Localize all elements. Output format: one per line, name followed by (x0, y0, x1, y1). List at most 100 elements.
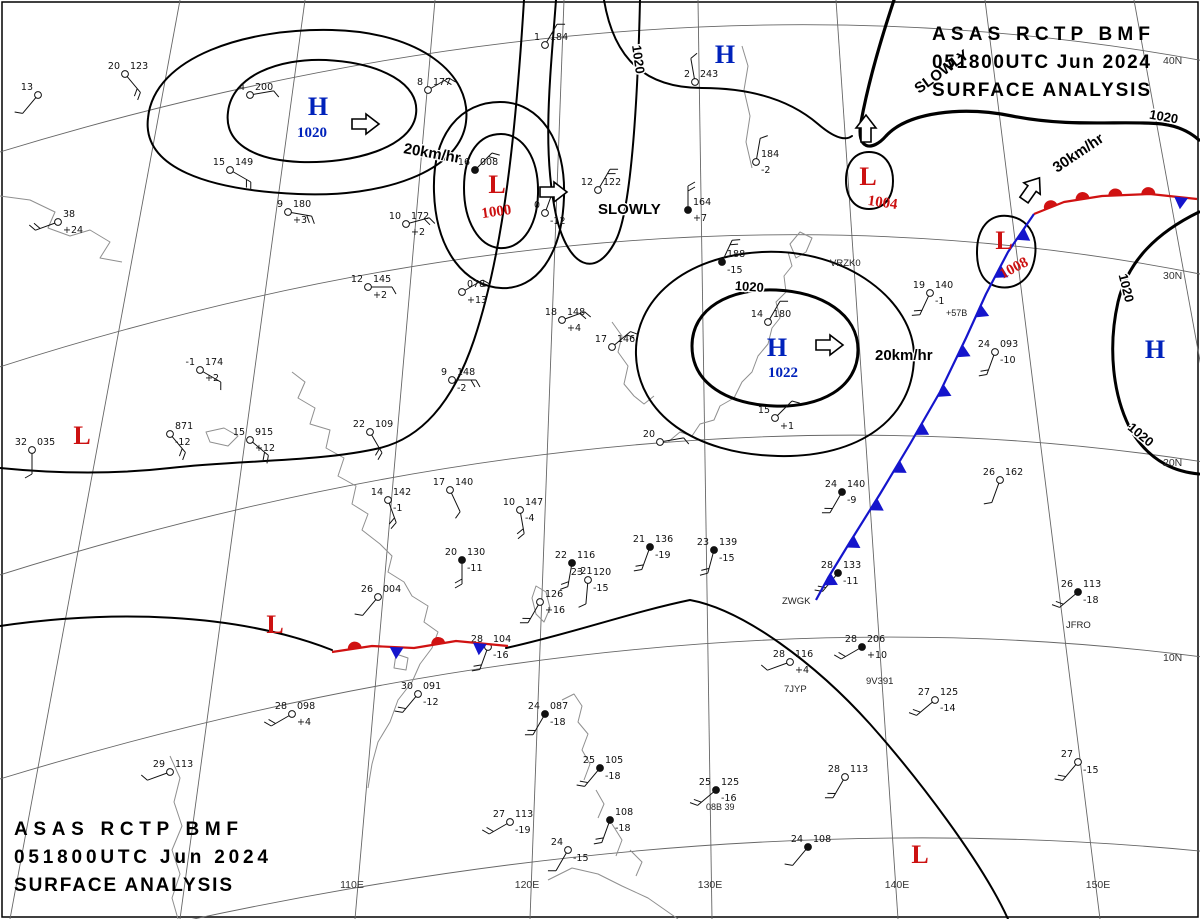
station-plot: 10 147 -4 (503, 497, 543, 540)
station-circle-icon (718, 258, 726, 266)
station-plot: 25 105 -18 (576, 755, 623, 787)
station-pressure: 148 (457, 367, 475, 378)
station-circle-icon (596, 764, 604, 772)
station-plot: 24 093 -10 (978, 339, 1018, 377)
wind-barb-icon (546, 23, 566, 43)
station-plot: 20 123 (108, 61, 148, 101)
cold-front-triangle-icon (956, 344, 971, 358)
ship-callsign: 7JYP (784, 684, 807, 695)
station-circle-icon (384, 496, 392, 504)
isobar (0, 615, 333, 651)
title-line-2: 051800UTC Jun 2024 (932, 52, 1150, 73)
station-pressure: 140 (935, 280, 953, 291)
station-circle-icon (996, 476, 1004, 484)
station-pressure: 200 (255, 82, 273, 93)
station-plot: 24 087 -18 (524, 701, 568, 736)
title-line-3: SURFACE ANALYSIS (932, 80, 1150, 101)
wind-barb-icon (593, 822, 610, 845)
station-plot: 14 180 (751, 300, 791, 326)
station-change: -18 (615, 823, 631, 834)
wind-barb-icon (140, 772, 168, 781)
wind-barb-icon (578, 582, 589, 608)
station-circle-icon (28, 446, 36, 454)
station-pressure: 122 (603, 177, 621, 188)
station-circle-icon (288, 710, 296, 718)
station-circle-icon (541, 710, 549, 718)
station-pressure: 142 (393, 487, 411, 498)
station-plot: 15 +1 (758, 400, 800, 432)
station-change: -15 (573, 853, 589, 864)
station-circle-icon (448, 376, 456, 384)
wind-barb-icon (776, 400, 800, 417)
station-plot: 4 200 (239, 82, 280, 99)
station-pressure: 162 (1005, 467, 1023, 478)
station-circle-icon (771, 414, 779, 422)
station-temperature: 13 (21, 82, 33, 93)
lon-label: 150E (1086, 879, 1111, 891)
station-plot: 108-18 (593, 807, 633, 845)
grid-labels: 40N 30N 20N 10N 110E 120E 130E 140E 150E (340, 55, 1182, 891)
station-plot: 1 184 (534, 23, 568, 49)
station-temperature: 28 (845, 634, 857, 645)
wind-barb-icon (28, 222, 56, 231)
wind-barb-icon (564, 311, 592, 320)
warm-front-semicircle-icon (1141, 187, 1156, 195)
isobar (690, 288, 860, 408)
coastline (0, 195, 123, 263)
station-circle-icon (841, 773, 849, 781)
wind-barb-icon (908, 701, 934, 716)
station-pressure: 206 (867, 634, 885, 645)
station-circle-icon (166, 768, 174, 776)
station-change: +24 (63, 225, 83, 236)
station-change: +7 (693, 213, 707, 224)
station-plot: 26 113 -18 (1051, 579, 1101, 608)
station-plot: 27 -15 (1054, 749, 1099, 781)
isobar (603, 0, 853, 140)
cold-front-triangle-icon (1174, 196, 1189, 210)
title-line-1: ASAS RCTP BMF (14, 819, 238, 840)
movement-arrows (351, 112, 1042, 357)
cold-front-triangle-icon (892, 460, 907, 473)
wind-barb-icon (689, 791, 715, 806)
wind-barb-icon (769, 300, 789, 320)
wind-barb-icon (476, 152, 500, 169)
station-pressure: 113 (175, 759, 193, 770)
station-circle-icon (684, 206, 692, 214)
station-pressure: 125 (940, 687, 958, 698)
station-plot: 24 -15 (547, 837, 589, 872)
station-change: -4 (525, 513, 534, 524)
isobar (146, 28, 468, 196)
station-plot: 28 206 +10 (833, 634, 887, 661)
movement-annotation: 20km/hr (402, 140, 462, 167)
station-temperature: 15 (213, 157, 225, 168)
lon-label: 120E (515, 879, 540, 891)
wind-barb-icon (699, 552, 714, 576)
station-temperature: 10 (503, 497, 515, 508)
station-temperature: 25 (583, 755, 595, 766)
isobar (462, 132, 540, 250)
station-circle-icon (374, 593, 382, 601)
low-symbol: L (73, 421, 90, 450)
wind-barb-icon (354, 598, 377, 616)
station-circle-icon (414, 690, 422, 698)
station-plot: 12 122 (581, 168, 621, 194)
cold-front-triangle-icon (389, 646, 404, 660)
lat-label: 10N (1163, 652, 1182, 664)
isobar (432, 100, 566, 290)
station-pressure: 116 (577, 550, 595, 561)
station-temperature: 28 (275, 701, 287, 712)
station-plot: 32 035 (15, 437, 55, 479)
wind-barb-icon (454, 563, 463, 589)
station-circle-icon (471, 166, 479, 174)
wind-barb-icon (690, 52, 698, 80)
station-temperature: 21 (633, 534, 645, 545)
wind-barb-icon (633, 549, 650, 572)
station-change: -2 (761, 165, 770, 176)
wind-barb-icon (662, 437, 690, 445)
wind-barb-icon (394, 695, 417, 713)
station-pressure: 004 (383, 584, 401, 595)
